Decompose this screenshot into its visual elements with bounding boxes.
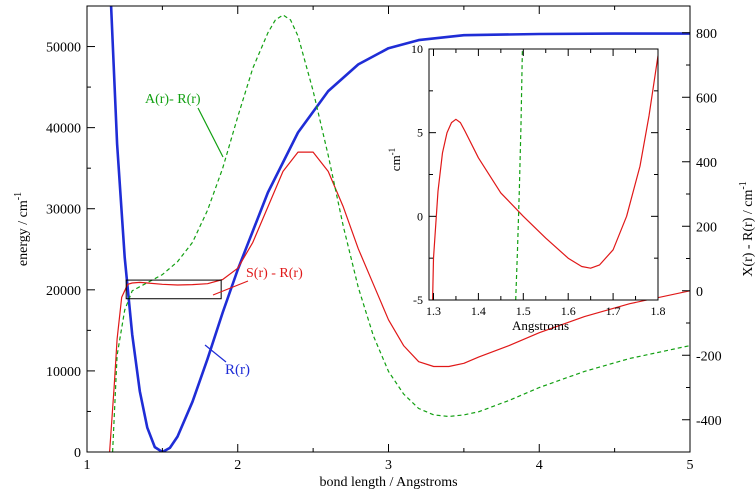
inset-x-tick-label: 1.3 xyxy=(426,304,441,318)
right-tick-label: 800 xyxy=(696,27,717,42)
right-axis-title-text: X(r) - R(r) / cm xyxy=(741,190,756,277)
inset-background xyxy=(429,49,658,300)
inset-s-minus-r-curve xyxy=(432,55,658,300)
inset-x-tick-label: 1.6 xyxy=(561,304,576,318)
inset-y-axis-title-sup: -1 xyxy=(387,148,397,156)
x-tick-label: 3 xyxy=(385,458,392,473)
zoom-region-box xyxy=(125,279,222,300)
inset-x-tick-label: 1.7 xyxy=(606,304,621,318)
x-tick-label: 2 xyxy=(234,458,241,473)
left-tick-label: 0 xyxy=(74,446,81,461)
right-axis-title: X(r) - R(r) / cm-1 xyxy=(738,181,756,276)
x-axis-title: bond length / Angstroms xyxy=(319,475,457,490)
x-tick-label: 5 xyxy=(687,458,694,473)
inset-y-axis-title-text: cm xyxy=(388,155,403,171)
left-axis-title: energy / cm-1 xyxy=(13,192,31,266)
right-axis-title-sup: -1 xyxy=(738,181,749,189)
annotation-r: R(r) xyxy=(225,362,250,378)
right-tick-label: 0 xyxy=(696,285,703,300)
annotation-s-minus-r: S(r) - R(r) xyxy=(246,266,303,281)
annotation-r-leader xyxy=(204,344,227,363)
inset-y-tick-label: 10 xyxy=(411,42,423,56)
left-tick-label: 50000 xyxy=(46,41,81,56)
annotation-s-minus-r-leader xyxy=(212,280,249,296)
left-tick-label: 10000 xyxy=(46,365,81,380)
inset-chart: 1.3 1.4 1.5 1.6 1.7 1.8 -5 0 5 10 Angstroms cm-1 xyxy=(387,42,666,333)
inset-series-group xyxy=(432,49,658,300)
r-curve xyxy=(109,6,690,452)
inset-x-tick-label: 1.8 xyxy=(651,304,666,318)
right-tick-label: 600 xyxy=(696,91,717,106)
annotation-a-minus-r: A(r)- R(r) xyxy=(145,92,201,107)
inset-x-tick-label: 1.5 xyxy=(516,304,531,318)
main-series-group xyxy=(109,6,690,452)
inset-x-axis-title: Angstroms xyxy=(512,318,569,333)
inset-y-tick-label: -5 xyxy=(413,293,423,307)
a-minus-r-curve xyxy=(112,14,690,452)
right-tick-label: -400 xyxy=(696,414,722,429)
left-tick-label: 30000 xyxy=(46,203,81,218)
right-tick-label: -200 xyxy=(696,349,722,364)
annotation-a-minus-r-leader xyxy=(197,107,224,158)
x-tick-label: 4 xyxy=(536,458,543,473)
inset-y-tick-label: 5 xyxy=(417,126,423,140)
left-axis-title-text: energy / cm xyxy=(16,200,31,266)
main-chart: 1 2 3 4 5 0 10000 20000 30000 40000 50000 -400 -200 0… xyxy=(13,5,756,490)
inset-y-axis-title: cm-1 xyxy=(387,148,403,171)
right-tick-label: 200 xyxy=(696,220,717,235)
inset-x-tick-label: 1.4 xyxy=(471,304,486,318)
inset-y-tick-label: 0 xyxy=(417,209,423,223)
left-axis-title-sup: -1 xyxy=(13,192,24,200)
right-tick-label: 400 xyxy=(696,156,717,171)
left-tick-label: 40000 xyxy=(46,122,81,137)
s-minus-r-curve xyxy=(109,151,690,452)
x-tick-label: 1 xyxy=(84,458,91,473)
left-tick-label: 20000 xyxy=(46,284,81,299)
inset-a-minus-r-curve xyxy=(515,49,523,300)
